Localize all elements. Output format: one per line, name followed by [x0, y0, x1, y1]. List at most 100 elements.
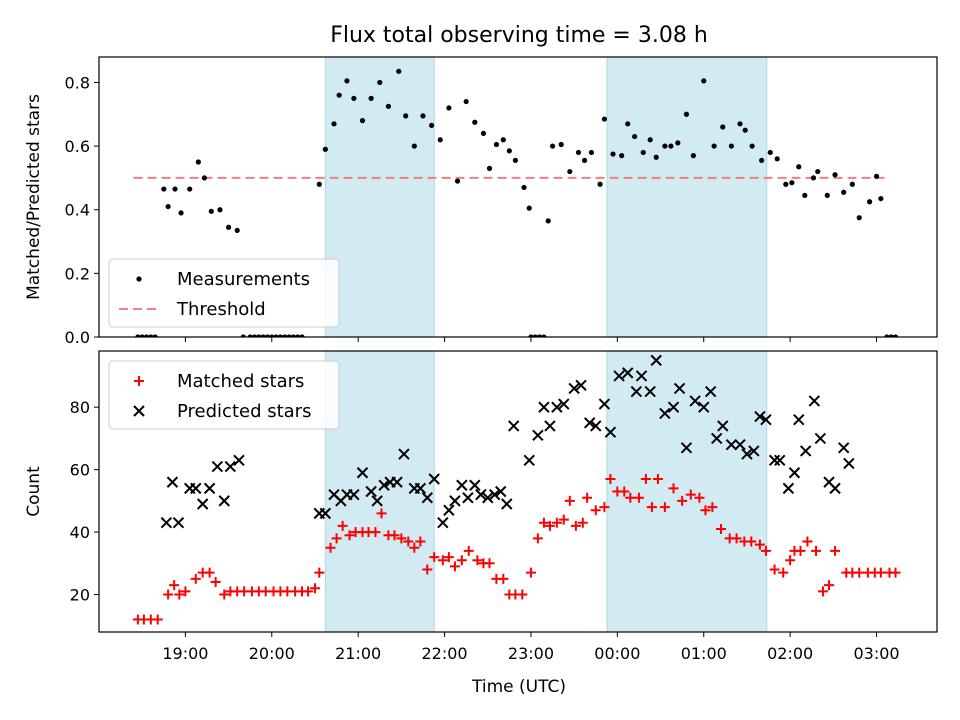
- matched-star-point: [190, 573, 201, 584]
- measurement-point: [152, 334, 158, 337]
- measurement-point: [463, 98, 469, 105]
- measurement-point: [234, 227, 240, 234]
- measurement-point: [884, 334, 890, 337]
- measurement-point: [135, 334, 141, 337]
- measurement-point: [728, 143, 734, 149]
- measurement-point: [454, 178, 461, 184]
- measurement-point: [832, 172, 838, 178]
- legend-label: Predicted stars: [177, 401, 311, 422]
- measurement-point: [774, 156, 780, 162]
- x-tick-label: 21:00: [335, 644, 381, 663]
- matched-star-point: [558, 514, 569, 525]
- predicted-star-point: [704, 385, 717, 398]
- measurement-point: [165, 203, 171, 210]
- legend: Matched stars Predicted stars: [108, 360, 340, 430]
- measurement-point: [549, 143, 556, 149]
- predicted-star-point: [799, 445, 812, 457]
- top-panel: 0.0 0.2 0.4 0.6 0.8 Matched/Predicted stars Me…: [24, 56, 938, 347]
- measurement-point: [201, 175, 207, 181]
- matched-star-point: [437, 555, 448, 566]
- measurement-point: [420, 113, 426, 119]
- measurement-point: [143, 334, 150, 337]
- measurement-point: [878, 195, 884, 202]
- measurement-point: [632, 133, 638, 140]
- predicted-star-point: [725, 438, 738, 451]
- predicted-star-point: [754, 410, 766, 423]
- matched-star-point: [443, 552, 454, 563]
- measurement-point: [841, 189, 847, 195]
- predicted-star-point: [538, 401, 550, 413]
- measurement-point: [824, 192, 830, 199]
- measurement-point: [675, 140, 681, 146]
- matched-star-point: [517, 589, 528, 600]
- measurement-point: [567, 168, 573, 175]
- legend-box: [108, 258, 340, 328]
- predicted-star-point: [428, 473, 440, 485]
- predicted-star-point: [644, 385, 656, 398]
- matched-star-point: [204, 567, 215, 578]
- predicted-star-point: [233, 454, 245, 466]
- matched-star-point: [811, 545, 822, 556]
- x-tick-label: 02:00: [767, 644, 813, 663]
- matched-star-point: [875, 567, 886, 578]
- y-tick-label: 80: [70, 398, 90, 417]
- matched-star-point: [694, 492, 705, 503]
- matched-star-point: [625, 492, 636, 503]
- matched-star-point: [429, 552, 440, 563]
- predicted-star-point: [808, 395, 821, 407]
- measurement-point: [526, 205, 532, 211]
- measurement-point: [749, 143, 755, 149]
- measurement-point: [282, 334, 288, 337]
- matched-star-point: [746, 536, 757, 547]
- matched-star-point: [344, 530, 355, 541]
- predicted-star-point: [622, 367, 634, 379]
- predicted-star-point: [590, 420, 602, 432]
- x-tick-label: 01:00: [681, 644, 727, 663]
- measurement-point: [377, 79, 383, 86]
- predicted-star-point: [635, 370, 648, 382]
- measurement-point: [581, 157, 588, 164]
- measurement-point: [256, 334, 262, 337]
- matched-star-point: [605, 474, 616, 485]
- predicted-star-point: [482, 492, 494, 504]
- measurement-point: [500, 137, 506, 143]
- matched-star-point: [577, 517, 588, 528]
- predicted-star-point: [680, 442, 693, 454]
- matched-star-point: [325, 542, 336, 553]
- measurement-point: [446, 105, 452, 111]
- predicted-star-point: [523, 454, 535, 466]
- matched-star-point: [544, 520, 555, 531]
- matched-star-point: [370, 527, 381, 538]
- matched-star-point: [659, 502, 670, 513]
- predicted-star-point: [456, 479, 468, 491]
- predicted-star-point: [710, 432, 723, 445]
- matched-star-point: [210, 577, 221, 588]
- predicted-star-point: [659, 407, 671, 420]
- legend-marker: [136, 276, 142, 282]
- legend: Measurements Threshold: [108, 258, 340, 328]
- predicted-star-point: [689, 395, 701, 407]
- predicted-star-point: [748, 445, 760, 457]
- measurement-point: [336, 92, 342, 98]
- predicted-star-point: [814, 432, 827, 445]
- y-axis-label: Matched/Predicted stars: [24, 94, 44, 300]
- predicted-star-point: [575, 379, 587, 392]
- legend-label: Threshold: [176, 299, 266, 320]
- predicted-star-point: [166, 476, 179, 488]
- matched-star-point: [389, 530, 400, 541]
- matched-star-point: [677, 495, 688, 506]
- data-marks: [132, 354, 901, 625]
- measurement-point: [640, 149, 646, 156]
- predicted-star-point: [774, 454, 786, 466]
- legend-label: Matched stars: [177, 371, 304, 392]
- measurement-point: [225, 224, 232, 230]
- x-tick-label: 23:00: [508, 644, 554, 663]
- measurement-point: [625, 121, 631, 127]
- matched-star-point: [646, 502, 657, 513]
- y-tick-label: 40: [70, 523, 90, 542]
- matched-star-point: [219, 589, 230, 600]
- shaded-span: [606, 56, 768, 338]
- measurement-point: [286, 334, 292, 337]
- predicted-star-point: [630, 385, 643, 398]
